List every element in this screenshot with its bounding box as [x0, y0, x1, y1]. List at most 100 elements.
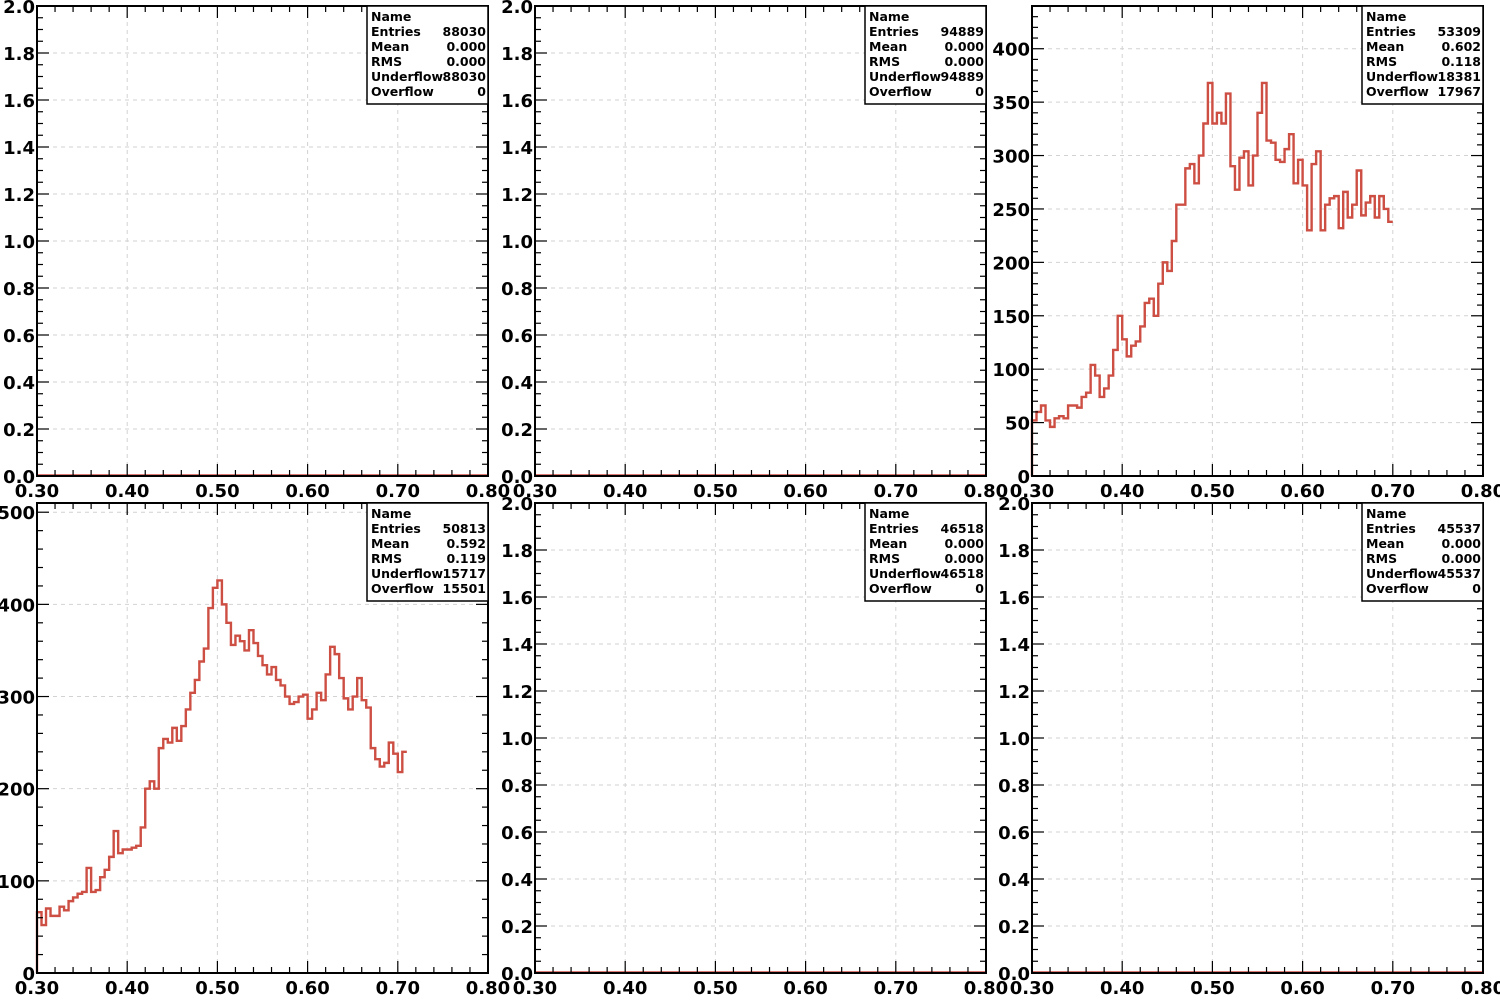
stats-label: Overflow [1366, 84, 1429, 99]
y-tick-label: 400 [0, 595, 35, 616]
x-tick-label: 0.80 [964, 481, 1008, 502]
stats-label: RMS [371, 54, 402, 69]
y-tick-label: 1.0 [3, 232, 35, 253]
y-tick-label: 0.0 [998, 964, 1030, 985]
stats-label: Underflow [371, 69, 443, 84]
x-tick-label: 0.40 [105, 481, 149, 502]
stats-value: 0.000 [446, 39, 486, 54]
y-axis: 0.0 0.2 0.4 0.6 0.8 1.0 1.2 1.4 1.6 1.8 2.0 [998, 494, 1483, 985]
y-tick-label: 0.6 [501, 823, 533, 844]
y-axis: 0.0 0.2 0.4 0.6 0.8 1.0 1.2 1.4 1.6 1.8 2.0 [501, 494, 986, 985]
stats-label: RMS [869, 54, 900, 69]
stats-value: 0.602 [1441, 39, 1481, 54]
stats-value: 0.000 [1441, 536, 1481, 551]
y-axis: 0.0 0.2 0.4 0.6 0.8 1.0 1.2 1.4 1.6 1.8 2.0 [501, 0, 986, 488]
stats-value: 0.000 [446, 54, 486, 69]
y-tick-label: 0.4 [998, 870, 1030, 891]
x-axis: 0.30 0.40 0.50 0.60 0.70 0.80 [15, 6, 510, 502]
x-tick-label: 0.30 [1010, 481, 1054, 502]
stats-label: Overflow [371, 581, 434, 596]
y-tick-label: 1.4 [998, 635, 1030, 656]
x-tick-label: 0.40 [105, 978, 149, 999]
y-tick-label: 400 [992, 40, 1030, 61]
x-tick-label: 0.60 [285, 978, 329, 999]
x-tick-label: 0.30 [1010, 978, 1054, 999]
y-tick-label: 0 [1017, 467, 1030, 488]
histogram-panel-1: 0.30 0.40 0.50 0.60 0.70 0.80 0.0 0.2 0.4 0.6 0.8 1… [3, 0, 510, 502]
stats-value: 0.000 [944, 536, 984, 551]
stats-label: Mean [371, 39, 409, 54]
y-tick-label: 0.8 [501, 776, 533, 797]
gridlines [37, 6, 488, 476]
y-tick-label: 200 [992, 253, 1030, 274]
y-tick-label: 1.4 [3, 138, 35, 159]
stats-value: 17967 [1438, 84, 1482, 99]
y-tick-label: 0.6 [3, 326, 35, 347]
stats-label: Entries [869, 521, 919, 536]
stats-value: 46518 [941, 521, 985, 536]
y-tick-label: 0.2 [501, 420, 533, 441]
x-tick-label: 0.30 [513, 481, 557, 502]
x-tick-label: 0.30 [15, 481, 59, 502]
y-tick-label: 1.2 [501, 185, 533, 206]
stats-label: Mean [1366, 536, 1404, 551]
y-tick-label: 0.0 [501, 467, 533, 488]
stats-value: 45537 [1438, 521, 1482, 536]
stats-box-frame [366, 5, 489, 105]
stats-label: Underflow [371, 566, 443, 581]
x-tick-label: 0.80 [466, 481, 510, 502]
y-tick-label: 1.0 [501, 232, 533, 253]
plot-frame [36, 502, 489, 974]
stats-label: Entries [869, 24, 919, 39]
y-tick-label: 1.2 [998, 682, 1030, 703]
x-tick-label: 0.60 [783, 481, 827, 502]
x-tick-label: 0.70 [874, 978, 918, 999]
y-tick-label: 0.0 [3, 467, 35, 488]
x-tick-label: 0.50 [1190, 481, 1234, 502]
x-tick-label: 0.50 [693, 481, 737, 502]
y-tick-label: 2.0 [998, 494, 1030, 515]
y-tick-label: 1.6 [998, 588, 1030, 609]
x-tick-label: 0.60 [285, 481, 329, 502]
y-tick-label: 1.6 [501, 588, 533, 609]
stats-value: 0.592 [446, 536, 486, 551]
y-tick-label: 200 [0, 780, 35, 801]
y-tick-label: 2.0 [501, 0, 533, 18]
x-tick-label: 0.40 [1100, 481, 1144, 502]
y-axis: 0 100 200 300 400 500 [0, 503, 488, 985]
x-tick-label: 0.30 [513, 978, 557, 999]
stats-label: RMS [1366, 551, 1397, 566]
y-tick-label: 1.8 [501, 541, 533, 562]
stats-value: 45537 [1438, 566, 1482, 581]
histogram-line [1030, 81, 1393, 476]
x-tick-label: 0.70 [1371, 978, 1415, 999]
stats-label: Entries [1366, 24, 1416, 39]
x-tick-label: 0.70 [376, 481, 420, 502]
stats-value: 0.000 [944, 39, 984, 54]
histogram-line [35, 579, 407, 973]
x-axis: 0.30 0.40 0.50 0.60 0.70 0.80 [513, 6, 1008, 502]
stats-label: Name [371, 506, 411, 521]
stats-label: Overflow [869, 581, 932, 596]
stats-value: 0.000 [1441, 551, 1481, 566]
stats-value: 46518 [941, 566, 985, 581]
y-tick-label: 2.0 [501, 494, 533, 515]
stats-value: 94889 [941, 69, 985, 84]
x-tick-label: 0.60 [1280, 978, 1324, 999]
x-tick-label: 0.80 [1461, 481, 1500, 502]
y-tick-label: 250 [992, 200, 1030, 221]
stats-box-frame [864, 502, 987, 602]
y-tick-label: 0.4 [501, 373, 533, 394]
histogram-panel-4: 0.30 0.40 0.50 0.60 0.70 0.80 0 100 200 300 400 500… [0, 502, 510, 999]
y-tick-label: 100 [992, 360, 1030, 381]
x-tick-label: 0.80 [1461, 978, 1500, 999]
stats-box-frame [1361, 502, 1484, 602]
stats-label: Mean [869, 39, 907, 54]
gridlines [535, 6, 986, 476]
y-tick-label: 0.8 [3, 279, 35, 300]
stats-value: 53309 [1438, 24, 1482, 39]
stats-label: Name [1366, 9, 1406, 24]
stats-label: Mean [371, 536, 409, 551]
stats-value: 15717 [443, 566, 487, 581]
